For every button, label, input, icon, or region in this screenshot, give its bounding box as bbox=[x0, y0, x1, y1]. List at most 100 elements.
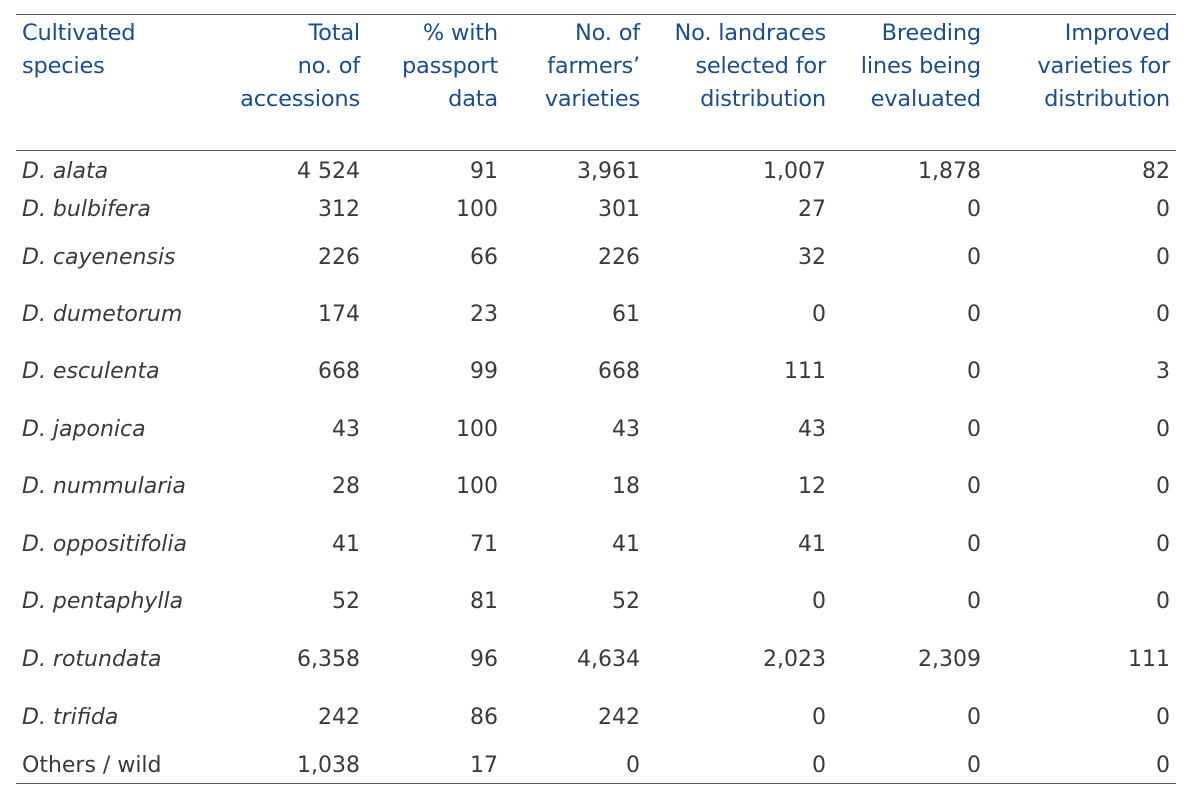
passport-cell: 86 bbox=[470, 705, 498, 730]
header-line: distribution bbox=[1044, 86, 1170, 112]
breeding-cell: 0 bbox=[967, 244, 981, 270]
passport-cell: 100 bbox=[456, 196, 498, 222]
species-cell: D. japonica bbox=[22, 416, 146, 442]
header-line: passport bbox=[401, 53, 498, 79]
table-body: D. alata 4 524 91 3,961 1,007 1,878 82 D… bbox=[16, 151, 1176, 784]
table-row: D. alata 4 524 91 3,961 1,007 1,878 82 bbox=[16, 151, 1176, 191]
passport-cell: 91 bbox=[470, 159, 498, 184]
header-landraces: No. landraces selected for distribution bbox=[646, 15, 832, 151]
improved-cell: 0 bbox=[987, 747, 1176, 784]
landraces-cell: 41 bbox=[798, 531, 826, 557]
table-row: D. oppositifolia 41 71 41 41 0 0 bbox=[16, 515, 1176, 573]
table-row: D. rotundata 6,358 96 4,634 2,023 2,309 … bbox=[16, 630, 1176, 688]
header-line: varieties for bbox=[1037, 53, 1170, 79]
breeding-cell: 0 bbox=[967, 358, 981, 384]
data-table-container: Cultivated species Total no. of accessio… bbox=[16, 14, 1176, 784]
landraces-cell: 2,023 bbox=[763, 646, 826, 672]
breeding-cell: 1,878 bbox=[918, 159, 981, 184]
total-cell: 668 bbox=[318, 358, 360, 384]
improved-cell: 0 bbox=[1156, 301, 1170, 327]
header-line: Improved bbox=[1064, 20, 1170, 46]
table-row: D. pentaphylla 52 81 52 0 0 0 bbox=[16, 573, 1176, 630]
farmers-cell: 43 bbox=[612, 416, 640, 442]
species-cell: D. alata bbox=[22, 159, 109, 184]
species-cell: D. cayenensis bbox=[22, 244, 176, 270]
table-row: D. japonica 43 100 43 43 0 0 bbox=[16, 400, 1176, 458]
landraces-cell: 1,007 bbox=[763, 159, 826, 184]
breeding-cell: 0 bbox=[967, 196, 981, 222]
header-species: Cultivated species bbox=[16, 15, 226, 151]
breeding-cell: 0 bbox=[832, 747, 987, 784]
header-farmers-varieties: No. of farmers’ varieties bbox=[504, 15, 646, 151]
species-cell: D. oppositifolia bbox=[22, 531, 187, 557]
header-breeding-lines: Breeding lines being evaluated bbox=[832, 15, 987, 151]
species-cell: D. trifida bbox=[22, 705, 119, 730]
passport-cell: 100 bbox=[456, 416, 498, 442]
improved-cell: 82 bbox=[1142, 159, 1170, 184]
improved-cell: 0 bbox=[1156, 474, 1170, 499]
landraces-cell: 0 bbox=[812, 705, 826, 730]
improved-cell: 0 bbox=[1156, 705, 1170, 730]
farmers-cell: 242 bbox=[598, 705, 640, 730]
landraces-cell: 0 bbox=[646, 747, 832, 784]
table-row: D. esculenta 668 99 668 111 0 3 bbox=[16, 342, 1176, 400]
breeding-cell: 0 bbox=[967, 705, 981, 730]
farmers-cell: 18 bbox=[612, 474, 640, 499]
farmers-cell: 61 bbox=[612, 301, 640, 327]
table-row: D. trifida 242 86 242 0 0 0 bbox=[16, 688, 1176, 747]
total-cell: 41 bbox=[332, 531, 360, 557]
header-improved-varieties: Improved varieties for distribution bbox=[987, 15, 1176, 151]
header-line: distribution bbox=[700, 86, 826, 112]
table-row: D. bulbifera 312 100 301 27 0 0 bbox=[16, 190, 1176, 228]
header-line: no. of bbox=[297, 53, 361, 79]
farmers-cell: 668 bbox=[598, 358, 640, 384]
header-line: evaluated bbox=[870, 86, 982, 112]
header-row: Cultivated species Total no. of accessio… bbox=[16, 14, 1176, 151]
landraces-cell: 43 bbox=[798, 416, 826, 442]
total-cell: 242 bbox=[318, 705, 360, 730]
table-header: Cultivated species Total no. of accessio… bbox=[16, 14, 1176, 151]
farmers-cell: 4,634 bbox=[577, 646, 640, 672]
header-line: farmers’ bbox=[547, 53, 640, 79]
header-line: data bbox=[448, 86, 498, 112]
total-cell: 312 bbox=[318, 196, 360, 222]
species-cell: D. rotundata bbox=[22, 646, 162, 672]
species-cell: D. bulbifera bbox=[22, 196, 151, 222]
landraces-cell: 27 bbox=[798, 196, 826, 222]
passport-cell: 66 bbox=[470, 244, 498, 270]
landraces-cell: 0 bbox=[812, 301, 826, 327]
species-cell: D. nummularia bbox=[22, 474, 186, 499]
breeding-cell: 2,309 bbox=[918, 646, 981, 672]
total-cell: 4 524 bbox=[297, 159, 360, 184]
germplasm-table: Cultivated species Total no. of accessio… bbox=[16, 14, 1176, 784]
breeding-cell: 0 bbox=[967, 416, 981, 442]
passport-cell: 71 bbox=[470, 531, 498, 557]
header-line: No. of bbox=[575, 20, 640, 46]
total-cell: 1,038 bbox=[226, 747, 366, 784]
breeding-cell: 0 bbox=[967, 531, 981, 557]
header-line: varieties bbox=[544, 86, 640, 112]
farmers-cell: 52 bbox=[612, 589, 640, 614]
table-row: D. nummularia 28 100 18 12 0 0 bbox=[16, 458, 1176, 515]
header-line: lines being bbox=[860, 53, 981, 79]
improved-cell: 0 bbox=[1156, 416, 1170, 442]
landraces-cell: 12 bbox=[798, 474, 826, 499]
passport-cell: 99 bbox=[470, 358, 498, 384]
header-line: species bbox=[22, 53, 105, 79]
landraces-cell: 0 bbox=[812, 589, 826, 614]
header-line: No. landraces bbox=[674, 20, 827, 46]
farmers-cell: 3,961 bbox=[577, 159, 640, 184]
improved-cell: 0 bbox=[1156, 589, 1170, 614]
breeding-cell: 0 bbox=[967, 474, 981, 499]
passport-cell: 100 bbox=[456, 474, 498, 499]
species-cell: D. esculenta bbox=[22, 358, 160, 384]
table-row: Others / wild 1,038 17 0 0 0 0 bbox=[16, 747, 1176, 784]
passport-cell: 81 bbox=[470, 589, 498, 614]
breeding-cell: 0 bbox=[967, 301, 981, 327]
farmers-cell: 41 bbox=[612, 531, 640, 557]
header-total-accessions: Total no. of accessions bbox=[226, 15, 366, 151]
header-line: % with bbox=[422, 20, 498, 46]
passport-cell: 17 bbox=[366, 747, 504, 784]
header-line: selected for bbox=[695, 53, 826, 79]
species-cell: D. dumetorum bbox=[22, 301, 183, 327]
